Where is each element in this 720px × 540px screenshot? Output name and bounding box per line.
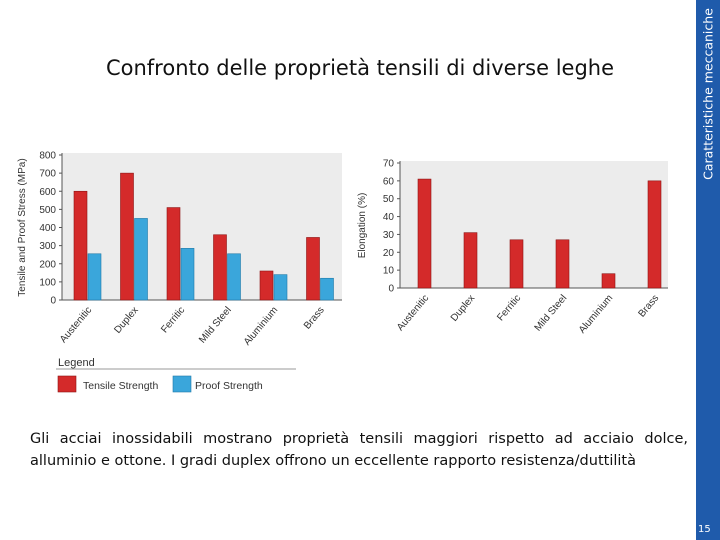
bar-tensile-strength xyxy=(213,234,227,301)
bar-elongation xyxy=(417,178,432,289)
legend-swatch-proof xyxy=(172,375,192,393)
y-tick-label: 300 xyxy=(39,241,56,252)
legend-label-tensile: Tensile Strength xyxy=(83,380,158,392)
y-tick-label: 0 xyxy=(388,284,394,295)
x-tick-label: Ferritic xyxy=(159,305,187,335)
bar-tensile-strength xyxy=(306,237,320,301)
y-tick-label: 50 xyxy=(383,194,395,205)
x-tick-label: Brass xyxy=(636,293,661,320)
x-tick-label: Duplex xyxy=(449,293,477,324)
y-axis-label: Elongation (%) xyxy=(357,193,368,259)
y-tick-label: 100 xyxy=(39,277,56,288)
y-tick-label: 70 xyxy=(383,159,395,170)
x-tick-label: Brass xyxy=(302,305,327,332)
legend-title: Legend xyxy=(58,357,95,369)
sidebar-band xyxy=(696,0,720,540)
page-number: 15 xyxy=(698,524,711,535)
bar-tensile-strength xyxy=(120,172,134,301)
bar-tensile-strength xyxy=(166,207,181,301)
bar-elongation xyxy=(555,239,570,289)
legend-label-proof: Proof Strength xyxy=(195,380,263,392)
x-tick-label: Aluminium xyxy=(577,293,615,336)
bar-tensile-strength xyxy=(73,190,88,301)
y-tick-label: 400 xyxy=(39,223,56,234)
x-tick-label: Mild Steel xyxy=(197,305,234,346)
bar-proof-strength xyxy=(180,248,195,301)
y-tick-label: 10 xyxy=(383,266,395,277)
bar-elongation xyxy=(601,273,616,289)
bar-proof-strength xyxy=(227,253,241,301)
y-tick-label: 20 xyxy=(383,248,395,259)
bar-proof-strength xyxy=(320,277,334,301)
y-tick-label: 0 xyxy=(50,296,56,307)
plot-area xyxy=(62,153,342,300)
y-tick-label: 30 xyxy=(383,230,395,241)
bar-elongation xyxy=(463,232,478,289)
y-tick-label: 500 xyxy=(39,205,56,216)
y-tick-label: 700 xyxy=(39,169,56,180)
slide-title: Confronto delle proprietà tensili di div… xyxy=(105,56,615,80)
x-tick-label: Duplex xyxy=(112,305,140,336)
x-tick-label: Austenitic xyxy=(395,293,431,333)
y-tick-label: 40 xyxy=(383,212,395,223)
tensile-proof-chart: 0 100 200 300 400 500 600 700 800 Tensile and Pro… xyxy=(17,151,342,348)
bar-elongation xyxy=(509,239,524,289)
x-tick-label: Mild Steel xyxy=(533,293,570,334)
x-tick-label: Ferritic xyxy=(495,293,523,323)
chart-legend: Legend Tensile Strength Proof Strength xyxy=(56,357,296,393)
y-tick-label: 800 xyxy=(39,151,56,162)
caption-text: Gli acciai inossidabili mostrano proprie… xyxy=(30,431,688,469)
x-tick-label: Austenitic xyxy=(58,305,94,345)
plot-area xyxy=(400,161,668,288)
elongation-chart: 0 10 20 30 40 50 60 70 Elongation (%) Austenitic D… xyxy=(357,159,668,336)
bar-proof-strength xyxy=(273,274,288,301)
legend-swatch-tensile xyxy=(57,375,77,393)
bar-tensile-strength xyxy=(259,270,274,301)
x-tick-label: Aluminium xyxy=(242,305,280,348)
bar-elongation xyxy=(647,180,662,289)
bar-proof-strength xyxy=(87,253,102,301)
y-tick-label: 200 xyxy=(39,259,56,270)
bar-proof-strength xyxy=(134,218,148,301)
y-axis-label: Tensile and Proof Stress (MPa) xyxy=(17,158,28,296)
y-tick-label: 60 xyxy=(383,176,395,187)
y-tick-label: 600 xyxy=(39,187,56,198)
